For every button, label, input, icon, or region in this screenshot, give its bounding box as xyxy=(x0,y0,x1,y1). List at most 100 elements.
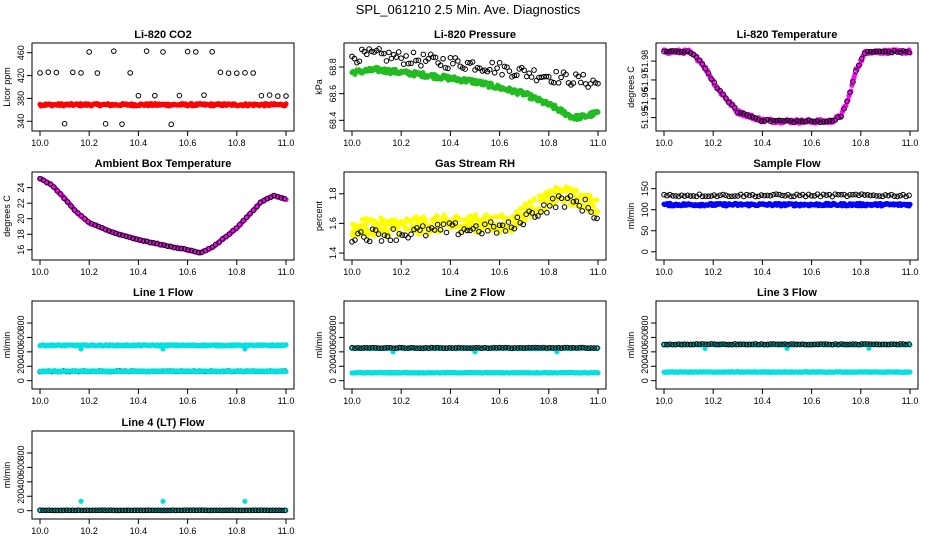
data-point xyxy=(78,70,84,76)
data-point xyxy=(832,117,839,123)
y-tick-label: 800 xyxy=(328,316,338,331)
y-tick-label: 68.4 xyxy=(328,112,338,130)
x-tick-label: 10.2 xyxy=(80,267,98,277)
data-point xyxy=(595,370,601,376)
data-point xyxy=(486,66,493,73)
x-tick-label: 10.4 xyxy=(754,267,772,277)
data-point xyxy=(116,231,123,238)
series-avg xyxy=(37,100,289,109)
data-point xyxy=(526,208,532,215)
data-point xyxy=(888,49,895,56)
data-point xyxy=(776,191,782,198)
plot-frame xyxy=(31,430,295,520)
data-point xyxy=(693,54,700,60)
data-point xyxy=(160,346,166,352)
data-point xyxy=(664,192,670,199)
x-tick-label: 10.2 xyxy=(80,396,98,406)
y-tick-label: 600 xyxy=(16,460,26,475)
data-point xyxy=(164,243,171,249)
x-tick-label: 10.2 xyxy=(392,138,410,148)
data-point xyxy=(817,119,824,125)
data-point xyxy=(770,117,777,124)
data-point xyxy=(57,191,64,197)
x-tick-label: 10.8 xyxy=(540,396,558,406)
data-point xyxy=(699,61,706,67)
data-point xyxy=(474,64,481,71)
data-point xyxy=(514,72,520,78)
plot-frame xyxy=(655,171,919,261)
x-tick-label: 10.4 xyxy=(130,526,148,536)
data-point xyxy=(205,245,212,252)
y-tick-label: 22 xyxy=(16,198,26,208)
data-point xyxy=(431,227,438,233)
data-point xyxy=(681,193,688,199)
data-point xyxy=(351,55,358,62)
y-tick-label: 200 xyxy=(16,359,26,374)
data-point xyxy=(388,55,395,62)
x-tick-label: 10.6 xyxy=(803,138,821,148)
data-point xyxy=(508,224,515,231)
x-tick-label: 11.0 xyxy=(590,396,607,406)
data-point xyxy=(752,193,759,200)
y-tick-label: 16 xyxy=(16,245,26,255)
data-point xyxy=(381,50,387,57)
data-point xyxy=(767,192,774,199)
data-point xyxy=(528,74,535,80)
data-point xyxy=(452,220,459,226)
data-point xyxy=(418,62,424,69)
x-tick-label: 10.8 xyxy=(852,267,870,277)
data-point xyxy=(681,49,688,55)
y-tick-label: 200 xyxy=(640,359,650,374)
data-point xyxy=(504,64,510,70)
data-point xyxy=(717,87,723,94)
data-point xyxy=(143,238,150,245)
data-point xyxy=(176,92,183,99)
data-point xyxy=(743,112,750,118)
data-point xyxy=(661,191,667,198)
data-point xyxy=(102,226,109,233)
y-tick-label: 340 xyxy=(16,114,26,129)
data-point xyxy=(538,209,544,215)
data-point xyxy=(799,118,806,125)
data-point xyxy=(885,192,892,199)
data-point xyxy=(462,66,468,72)
x-tick-label: 10.0 xyxy=(31,396,49,406)
data-point xyxy=(533,77,540,84)
data-point xyxy=(882,48,889,55)
data-point xyxy=(717,192,723,199)
data-point xyxy=(511,72,518,79)
data-point xyxy=(678,48,685,55)
data-point xyxy=(696,57,703,63)
data-point xyxy=(870,192,877,199)
data-point xyxy=(437,226,444,233)
data-point xyxy=(484,212,490,218)
data-point xyxy=(37,175,43,182)
data-point xyxy=(664,48,670,55)
x-tick-label: 10.4 xyxy=(442,267,460,277)
data-point xyxy=(773,191,779,197)
data-point xyxy=(838,113,844,120)
data-point xyxy=(705,70,712,76)
data-point xyxy=(396,231,403,237)
data-point xyxy=(573,198,580,204)
y-tick-label: 600 xyxy=(328,330,338,345)
data-point xyxy=(743,191,750,198)
data-point xyxy=(378,238,385,244)
data-point xyxy=(425,226,432,232)
data-point xyxy=(788,118,794,124)
data-point xyxy=(53,69,60,76)
data-point xyxy=(796,192,803,199)
data-point xyxy=(119,232,126,239)
data-point xyxy=(867,192,874,199)
data-point xyxy=(732,104,738,111)
y-tick-label: 51.95 xyxy=(640,106,650,129)
data-point xyxy=(161,242,167,248)
data-point xyxy=(708,193,715,199)
x-tick-label: 10.0 xyxy=(31,526,49,536)
data-point xyxy=(102,121,109,127)
data-point xyxy=(54,188,61,194)
data-point xyxy=(838,191,844,198)
data-point xyxy=(413,214,419,220)
data-point xyxy=(266,92,273,98)
series-raw xyxy=(661,191,912,200)
